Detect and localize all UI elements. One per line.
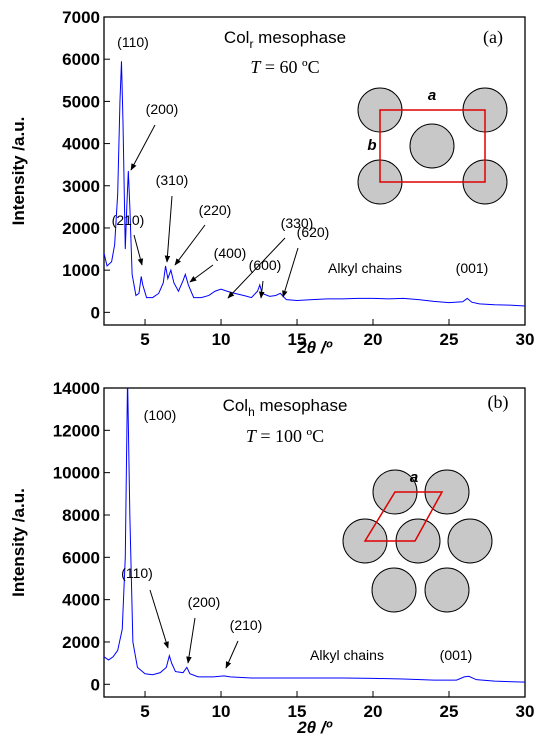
- peak-label: Alkyl chains: [310, 647, 384, 663]
- x-tick-label: 5: [140, 330, 149, 349]
- y-tick-label: 5000: [62, 92, 100, 111]
- y-tick-label: 4000: [62, 591, 100, 610]
- y-tick-label: 0: [91, 303, 100, 322]
- peak-label: (220): [199, 202, 232, 218]
- y-tick-label: 12000: [53, 421, 100, 440]
- x-tick-label: 20: [364, 330, 383, 349]
- peak-label: Alkyl chains: [328, 260, 402, 276]
- panel-label: (a): [483, 27, 503, 48]
- y-tick-label: 2000: [62, 633, 100, 652]
- x-tick-label: 25: [440, 330, 459, 349]
- subtitle-part: T: [246, 426, 258, 446]
- peak-label: (210): [230, 617, 263, 633]
- y-tick-label: 1000: [62, 261, 100, 280]
- peak-arrow: [225, 640, 239, 669]
- panel-label: (b): [488, 392, 509, 413]
- peak-arrow: [189, 264, 214, 283]
- panel-subtitle: T = 60 ºC: [250, 57, 319, 77]
- peak-arrow: [282, 247, 299, 298]
- y-tick-label: 4000: [62, 135, 100, 154]
- lattice-label: a: [410, 469, 418, 486]
- unit-cell-b: [342, 469, 493, 613]
- peak-label: (200): [188, 594, 221, 610]
- title-part: mesophase: [253, 28, 346, 47]
- peak-arrow: [164, 195, 173, 263]
- peak-label: (110): [117, 34, 149, 50]
- title-part: Col: [223, 396, 249, 415]
- plot-frame: [103, 16, 526, 326]
- panel-subtitle: T = 100 ºC: [246, 426, 324, 446]
- peak-label: (600): [249, 257, 282, 273]
- y-tick-label: 7000: [62, 8, 100, 27]
- data-line: [104, 388, 525, 683]
- y-tick-label: 8000: [62, 506, 100, 525]
- peak-label: (210): [112, 212, 145, 228]
- lattice-label: a: [428, 87, 436, 104]
- peak-label: (001): [456, 260, 489, 276]
- peak-label: (200): [146, 101, 179, 117]
- x-axis-label: 2θ /º: [296, 718, 332, 737]
- x-tick-label: 15: [288, 330, 307, 349]
- peak-label: (330): [281, 215, 314, 231]
- y-tick-label: 10000: [53, 464, 100, 483]
- peak-label: (001): [440, 647, 473, 663]
- peak-label: (310): [156, 172, 189, 188]
- title-part: Col: [224, 28, 250, 47]
- peak-arrow: [174, 224, 206, 266]
- x-tick-label: 5: [140, 702, 149, 721]
- subtitle-part: T: [250, 57, 262, 77]
- lattice-label: b: [367, 137, 376, 154]
- peak-arrow: [186, 617, 196, 664]
- y-tick-label: 2000: [62, 219, 100, 238]
- y-tick-label: 6000: [62, 548, 100, 567]
- data-line: [104, 61, 525, 307]
- panel-title: Colr mesophase: [224, 28, 346, 51]
- y-tick-label: 6000: [62, 50, 100, 69]
- y-tick-label: 0: [91, 675, 100, 694]
- peak-arrow: [133, 234, 144, 266]
- peak-arrow: [227, 237, 286, 299]
- x-tick-label: 10: [212, 330, 231, 349]
- x-tick-label: 15: [288, 702, 307, 721]
- title-part: h: [248, 405, 255, 419]
- title-part: r: [249, 37, 253, 51]
- peak-label: (400): [214, 245, 247, 261]
- y-tick-label: 14000: [53, 379, 100, 398]
- x-tick-label: 30: [516, 330, 535, 349]
- peak-arrow: [149, 589, 169, 649]
- y-axis-label: Intensity /a.u.: [9, 488, 28, 597]
- peak-label: (100): [144, 407, 177, 423]
- peak-label: (620): [297, 224, 330, 240]
- y-axis-label: Intensity /a.u.: [9, 117, 28, 226]
- x-tick-label: 10: [212, 702, 231, 721]
- peak-arrow: [130, 124, 156, 171]
- peak-arrow: [258, 280, 265, 299]
- unit-cell-a: [357, 87, 508, 205]
- title-part: mesophase: [255, 396, 348, 415]
- panel-title: Colh mesophase: [223, 396, 348, 419]
- subtitle-part: = 100 ºC: [256, 426, 324, 446]
- x-tick-label: 25: [440, 702, 459, 721]
- subtitle-part: = 60 ºC: [260, 57, 319, 77]
- plot-frame: [103, 387, 526, 698]
- x-axis-label: 2θ /º: [296, 338, 332, 357]
- x-tick-label: 20: [364, 702, 383, 721]
- peak-label: (110): [121, 565, 153, 581]
- y-tick-label: 3000: [62, 177, 100, 196]
- x-tick-label: 30: [516, 702, 535, 721]
